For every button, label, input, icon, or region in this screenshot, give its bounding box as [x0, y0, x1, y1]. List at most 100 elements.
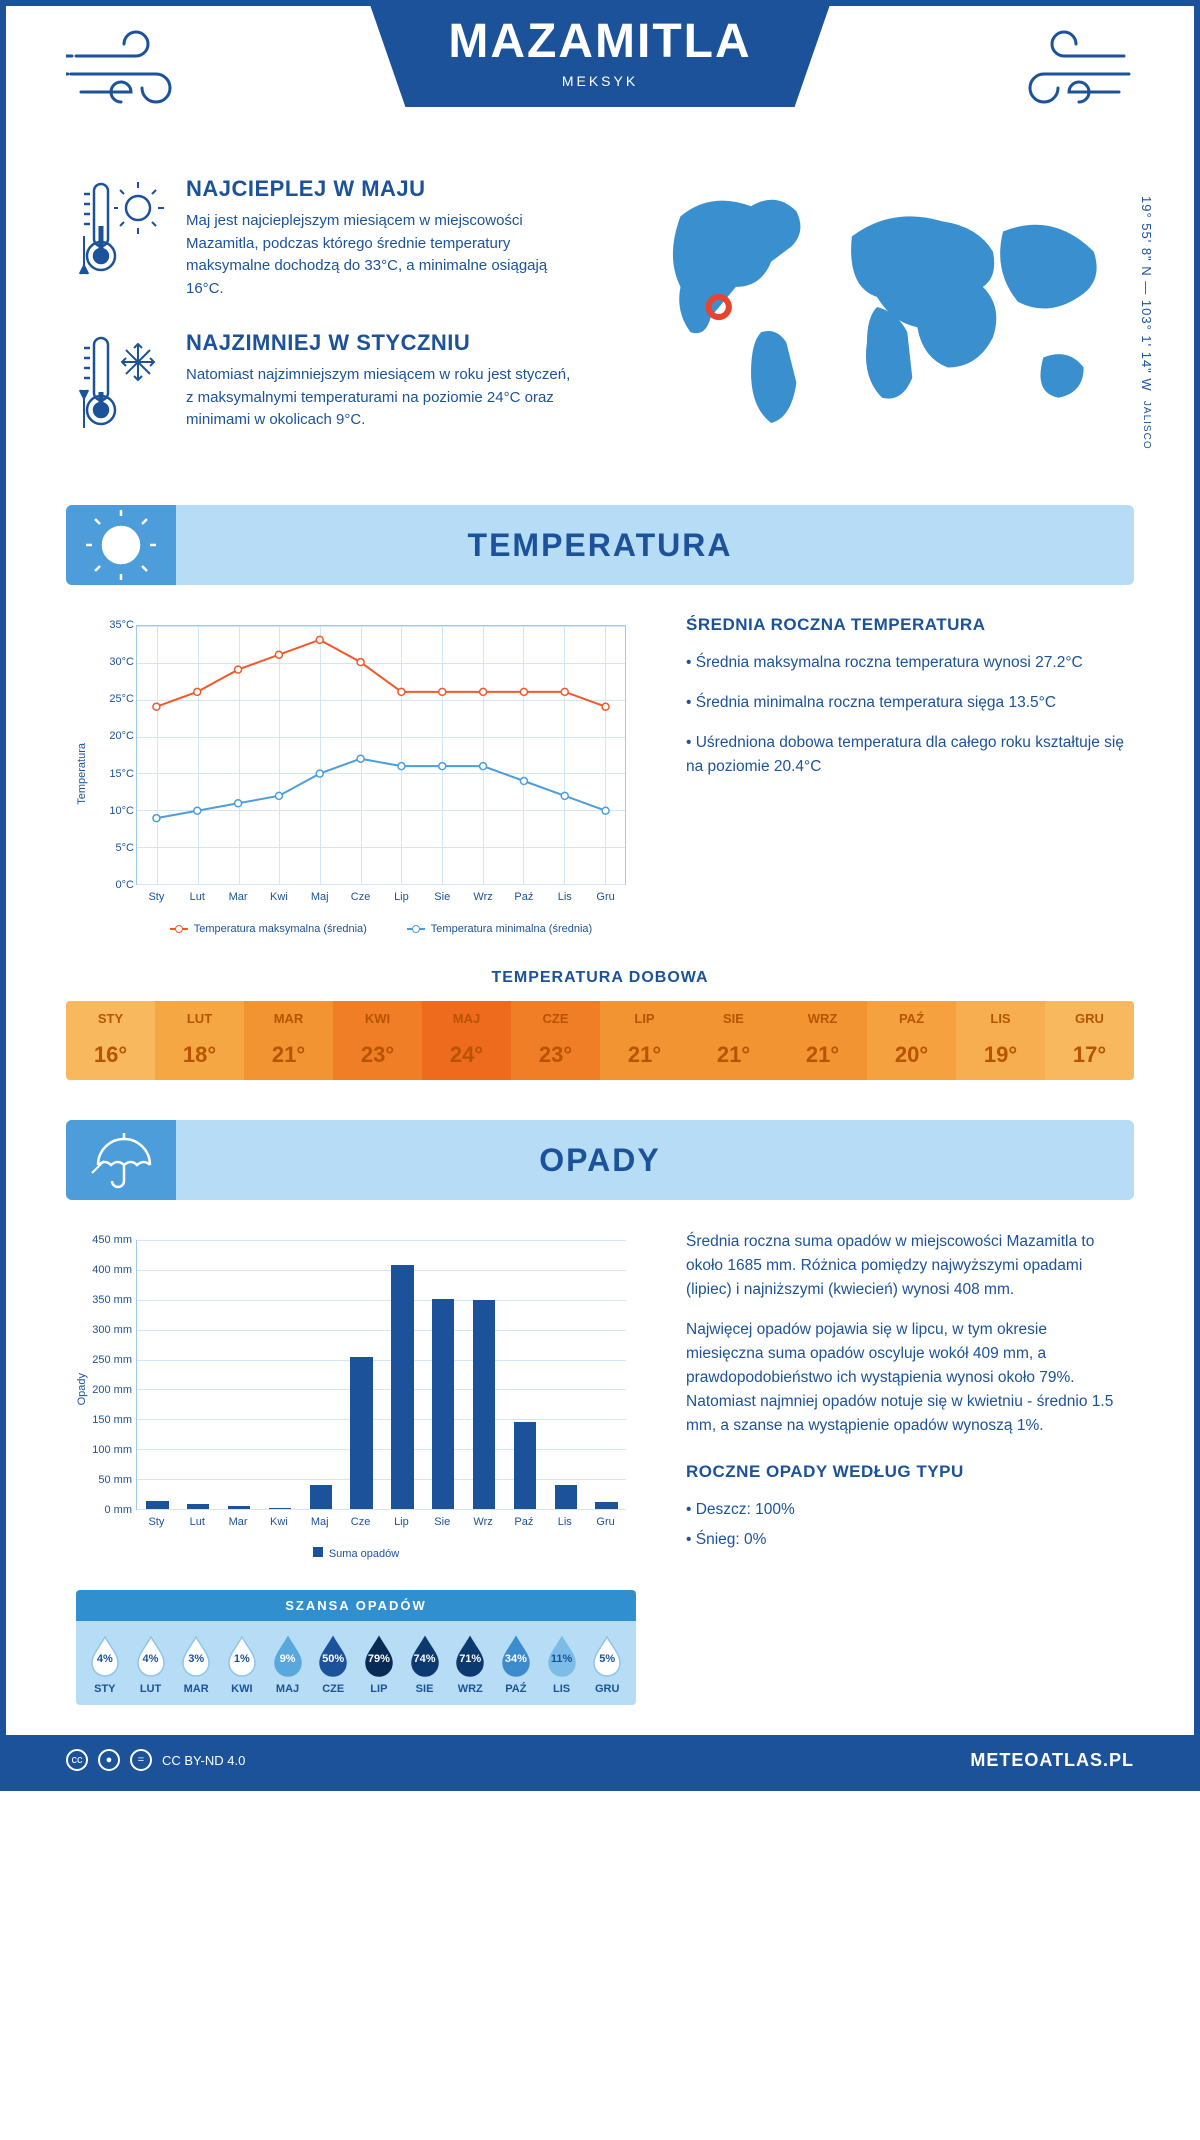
ytick: 200 mm — [86, 1384, 132, 1396]
bar — [595, 1502, 617, 1509]
xtick: Wrz — [473, 1516, 492, 1528]
bar — [269, 1508, 291, 1509]
wind-icon-right — [994, 26, 1134, 116]
temp-chart-ylabel: Temperatura — [76, 743, 88, 805]
raindrop-icon: 74% — [408, 1635, 442, 1677]
xtick: Mar — [229, 1516, 248, 1528]
chance-cell: 9%MAJ — [265, 1635, 311, 1695]
sun-icon — [66, 505, 176, 585]
raindrop-icon: 71% — [453, 1635, 487, 1677]
raindrop-icon: 4% — [88, 1635, 122, 1677]
bar — [350, 1357, 372, 1509]
ytick: 0 mm — [86, 1504, 132, 1516]
daily-cell: LIS19° — [956, 1001, 1045, 1080]
xtick: Maj — [311, 891, 329, 903]
raindrop-icon: 50% — [316, 1635, 350, 1677]
ytick: 25°C — [96, 693, 134, 705]
temp-side-text: ŚREDNIA ROCZNA TEMPERATURA • Średnia mak… — [686, 615, 1124, 935]
xtick: Lis — [558, 891, 572, 903]
warmest-block: NAJCIEPLEJ W MAJU Maj jest najcieplejszy… — [76, 176, 580, 300]
bar — [391, 1265, 413, 1509]
xtick: Cze — [351, 1516, 371, 1528]
chance-cell: 4%STY — [82, 1635, 128, 1695]
bar — [310, 1485, 332, 1509]
xtick: Sty — [148, 1516, 164, 1528]
coldest-title: NAJZIMNIEJ W STYCZNIU — [186, 330, 580, 356]
ytick: 30°C — [96, 656, 134, 668]
bar — [514, 1422, 536, 1509]
intro-text-column: NAJCIEPLEJ W MAJU Maj jest najcieplejszy… — [76, 176, 580, 465]
xtick: Maj — [311, 1516, 329, 1528]
rain-chance-table: SZANSA OPADÓW 4%STY4%LUT3%MAR1%KWI9%MAJ5… — [76, 1590, 636, 1705]
chance-cell: 50%CZE — [310, 1635, 356, 1695]
warmest-title: NAJCIEPLEJ W MAJU — [186, 176, 580, 202]
precip-p2: Najwięcej opadów pojawia się w lipcu, w … — [686, 1318, 1124, 1438]
daily-cell: GRU17° — [1045, 1001, 1134, 1080]
chance-cell: 11%LIS — [539, 1635, 585, 1695]
chance-cell: 79%LIP — [356, 1635, 402, 1695]
page: MAZAMITLA MEKSYK NAJCIE — [0, 0, 1200, 1791]
bar — [555, 1485, 577, 1509]
daily-cell: SIE21° — [689, 1001, 778, 1080]
bar — [432, 1299, 454, 1509]
ytick: 10°C — [96, 805, 134, 817]
umbrella-icon — [66, 1120, 176, 1200]
ytick: 35°C — [96, 619, 134, 631]
raindrop-icon: 9% — [271, 1635, 305, 1677]
precipitation-body: Opady Suma opadów 0 mm50 mm100 mm150 mm2… — [6, 1200, 1194, 1590]
xtick: Paź — [514, 1516, 533, 1528]
precipitation-heading: OPADY — [539, 1142, 660, 1179]
ytick: 300 mm — [86, 1324, 132, 1336]
xtick: Sie — [434, 1516, 450, 1528]
temp-bullet: • Uśredniona dobowa temperatura dla całe… — [686, 731, 1124, 779]
temp-side-title: ŚREDNIA ROCZNA TEMPERATURA — [686, 615, 1124, 635]
temperature-heading: TEMPERATURA — [468, 527, 733, 564]
ytick: 400 mm — [86, 1264, 132, 1276]
chance-cell: 74%SIE — [402, 1635, 448, 1695]
daily-cell: CZE23° — [511, 1001, 600, 1080]
ytick: 150 mm — [86, 1414, 132, 1426]
xtick: Kwi — [270, 891, 288, 903]
chance-cell: 71%WRZ — [447, 1635, 493, 1695]
bar — [187, 1504, 209, 1509]
coldest-text: Natomiast najzimniejszym miesiącem w rok… — [186, 364, 580, 432]
wind-icon-left — [66, 26, 206, 116]
ytick: 20°C — [96, 730, 134, 742]
temp-chart-legend: #leg-max::after{border-color:#f1592a}Tem… — [136, 923, 626, 935]
xtick: Lut — [190, 891, 205, 903]
thermometer-snow-icon — [76, 330, 166, 435]
intro-section: NAJCIEPLEJ W MAJU Maj jest najcieplejszy… — [6, 146, 1194, 505]
chance-title: SZANSA OPADÓW — [76, 1590, 636, 1621]
site-name: METEOATLAS.PL — [970, 1750, 1134, 1771]
ytick: 350 mm — [86, 1294, 132, 1306]
bar — [473, 1300, 495, 1509]
chance-cell: 4%LUT — [128, 1635, 174, 1695]
warmest-text: Maj jest najcieplejszym miesiącem w miej… — [186, 210, 580, 300]
xtick: Paź — [514, 891, 533, 903]
temp-bullet: • Średnia maksymalna roczna temperatura … — [686, 651, 1124, 675]
xtick: Cze — [351, 891, 371, 903]
chance-cell: 1%KWI — [219, 1635, 265, 1695]
raindrop-icon: 4% — [134, 1635, 168, 1677]
raindrop-icon: 11% — [545, 1635, 579, 1677]
raindrop-icon: 1% — [225, 1635, 259, 1677]
page-title: MAZAMITLA — [448, 14, 751, 69]
precip-side-text: Średnia roczna suma opadów w miejscowośc… — [686, 1230, 1124, 1570]
daily-cell: MAR21° — [244, 1001, 333, 1080]
xtick: Lip — [394, 891, 409, 903]
bar — [146, 1501, 168, 1509]
ytick: 50 mm — [86, 1474, 132, 1486]
bar — [228, 1506, 250, 1509]
thermometer-sun-icon — [76, 176, 166, 281]
precip-type-title: ROCZNE OPADY WEDŁUG TYPU — [686, 1462, 1124, 1482]
xtick: Gru — [596, 1516, 614, 1528]
world-map-icon — [620, 176, 1124, 436]
raindrop-icon: 79% — [362, 1635, 396, 1677]
daily-cell: MAJ24° — [422, 1001, 511, 1080]
license-text: CC BY-ND 4.0 — [162, 1753, 245, 1768]
nd-icon: = — [130, 1749, 152, 1771]
daily-cell: LIP21° — [600, 1001, 689, 1080]
raindrop-icon: 34% — [499, 1635, 533, 1677]
xtick: Kwi — [270, 1516, 288, 1528]
temperature-chart: Temperatura #leg-max::after{border-color… — [76, 615, 636, 935]
